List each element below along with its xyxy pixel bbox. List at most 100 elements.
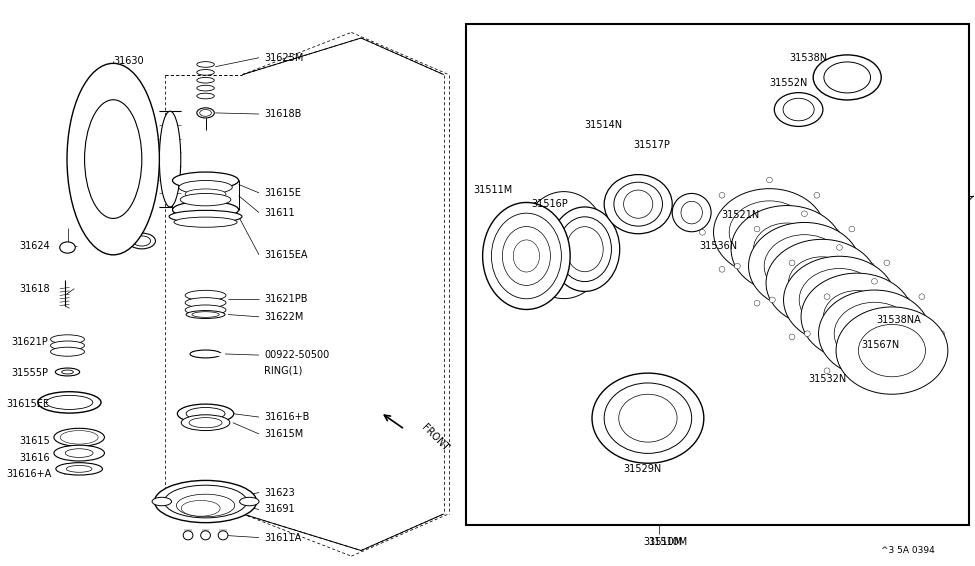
Text: 31618B: 31618B xyxy=(264,109,301,119)
Text: 31521N: 31521N xyxy=(721,211,760,220)
Ellipse shape xyxy=(749,222,860,310)
Ellipse shape xyxy=(186,311,225,319)
Ellipse shape xyxy=(614,182,662,226)
Text: 31514N: 31514N xyxy=(585,121,623,130)
Ellipse shape xyxy=(824,368,830,374)
Ellipse shape xyxy=(54,428,104,447)
Text: 31621PB: 31621PB xyxy=(264,294,307,304)
Ellipse shape xyxy=(824,62,871,93)
Ellipse shape xyxy=(46,396,93,409)
Ellipse shape xyxy=(197,93,214,99)
Ellipse shape xyxy=(65,432,93,442)
Ellipse shape xyxy=(60,431,98,444)
Ellipse shape xyxy=(754,226,760,232)
Ellipse shape xyxy=(181,500,220,516)
Ellipse shape xyxy=(173,172,239,189)
Text: 31616+B: 31616+B xyxy=(264,412,309,422)
Ellipse shape xyxy=(174,217,237,227)
Text: 31517P: 31517P xyxy=(634,140,670,150)
Ellipse shape xyxy=(789,257,855,309)
Ellipse shape xyxy=(186,408,225,420)
Ellipse shape xyxy=(129,233,155,249)
Text: 31615M: 31615M xyxy=(264,429,303,439)
Text: RING(1): RING(1) xyxy=(264,365,302,375)
Ellipse shape xyxy=(813,55,881,100)
Ellipse shape xyxy=(789,334,795,340)
Ellipse shape xyxy=(51,347,85,356)
Text: 31615E: 31615E xyxy=(264,188,300,198)
Ellipse shape xyxy=(56,368,80,376)
Ellipse shape xyxy=(872,383,878,389)
Ellipse shape xyxy=(56,462,102,475)
Text: 31567N: 31567N xyxy=(862,340,900,350)
Ellipse shape xyxy=(176,494,235,517)
Text: 31516P: 31516P xyxy=(531,199,568,209)
Ellipse shape xyxy=(766,177,772,183)
Ellipse shape xyxy=(592,373,704,463)
Ellipse shape xyxy=(192,312,219,318)
Ellipse shape xyxy=(558,217,611,282)
Ellipse shape xyxy=(734,263,740,269)
Ellipse shape xyxy=(783,98,814,121)
Ellipse shape xyxy=(699,229,705,235)
Ellipse shape xyxy=(869,263,875,269)
Ellipse shape xyxy=(774,93,823,126)
Ellipse shape xyxy=(200,110,212,116)
Ellipse shape xyxy=(872,278,878,284)
Ellipse shape xyxy=(181,415,230,431)
Ellipse shape xyxy=(720,267,725,272)
Ellipse shape xyxy=(66,465,92,472)
Ellipse shape xyxy=(849,226,855,232)
Ellipse shape xyxy=(185,290,226,301)
Text: ^3 5A 0394: ^3 5A 0394 xyxy=(881,546,935,555)
Ellipse shape xyxy=(218,531,228,540)
Text: 31552N: 31552N xyxy=(769,78,808,88)
Ellipse shape xyxy=(183,531,193,540)
Ellipse shape xyxy=(884,334,890,340)
Text: 31555P: 31555P xyxy=(11,368,48,378)
Ellipse shape xyxy=(764,235,844,298)
Text: 31615: 31615 xyxy=(19,436,50,445)
Ellipse shape xyxy=(814,192,820,198)
Text: 31624: 31624 xyxy=(19,241,50,251)
Text: 31536N: 31536N xyxy=(699,241,737,251)
Ellipse shape xyxy=(185,298,226,308)
Ellipse shape xyxy=(152,498,172,506)
Text: 31622M: 31622M xyxy=(264,312,303,322)
Text: 31615EA: 31615EA xyxy=(264,250,307,260)
Ellipse shape xyxy=(769,297,775,303)
Ellipse shape xyxy=(604,174,672,234)
Ellipse shape xyxy=(59,242,75,253)
Ellipse shape xyxy=(824,294,830,299)
Text: 31511M: 31511M xyxy=(473,185,512,195)
Ellipse shape xyxy=(801,211,807,217)
Ellipse shape xyxy=(800,268,879,331)
Ellipse shape xyxy=(61,370,73,374)
Ellipse shape xyxy=(731,205,842,293)
Ellipse shape xyxy=(502,226,551,285)
Ellipse shape xyxy=(185,305,226,315)
Ellipse shape xyxy=(54,445,104,461)
Text: 31510M: 31510M xyxy=(644,537,682,547)
Text: 31621P: 31621P xyxy=(11,337,48,347)
Ellipse shape xyxy=(197,62,214,67)
Text: 31623: 31623 xyxy=(264,487,294,498)
Ellipse shape xyxy=(197,78,214,83)
Ellipse shape xyxy=(672,194,711,231)
Ellipse shape xyxy=(133,236,150,246)
Ellipse shape xyxy=(177,404,234,423)
Text: 31611A: 31611A xyxy=(264,533,301,543)
Ellipse shape xyxy=(919,294,925,299)
Ellipse shape xyxy=(185,189,226,199)
Ellipse shape xyxy=(837,349,842,355)
Ellipse shape xyxy=(729,201,809,264)
Ellipse shape xyxy=(604,383,691,453)
Ellipse shape xyxy=(814,267,820,272)
Ellipse shape xyxy=(801,316,807,321)
Text: FRONT: FRONT xyxy=(419,423,450,453)
Ellipse shape xyxy=(51,341,85,350)
Text: 31616+A: 31616+A xyxy=(6,469,52,479)
Ellipse shape xyxy=(824,290,890,343)
Ellipse shape xyxy=(754,301,760,306)
Ellipse shape xyxy=(834,229,839,235)
